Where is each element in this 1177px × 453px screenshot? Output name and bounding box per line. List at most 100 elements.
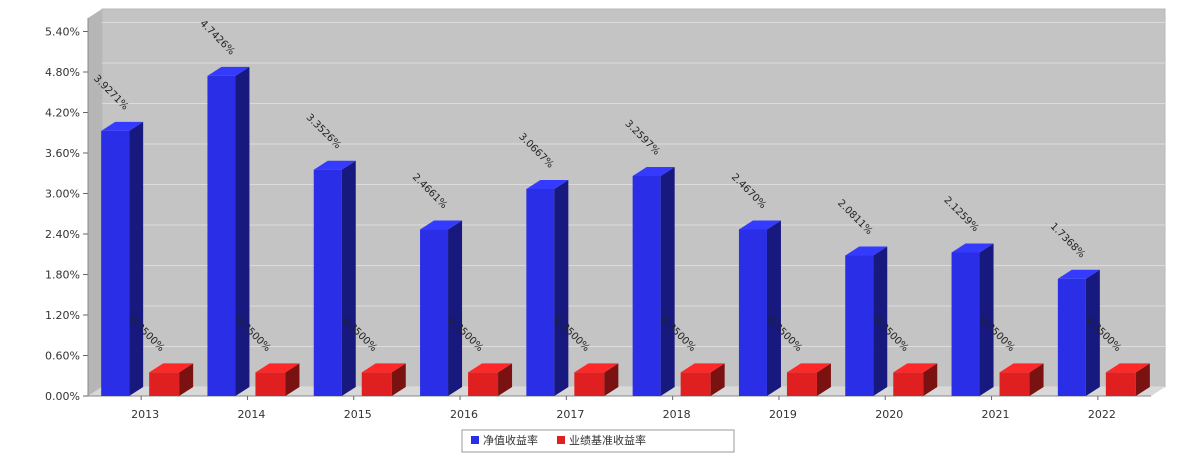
bar-top xyxy=(574,363,619,373)
bar-side xyxy=(816,363,831,396)
bar-side xyxy=(923,363,938,396)
bar-benchmark-return xyxy=(149,363,194,396)
bar-front xyxy=(361,372,392,396)
bar-front xyxy=(101,130,130,396)
y-tick-label: 3.00% xyxy=(45,188,80,201)
bar-nav-return xyxy=(738,220,781,396)
bar-side xyxy=(391,363,406,396)
y-tick-label: 2.40% xyxy=(45,228,80,241)
bar-front xyxy=(680,372,711,396)
bar-top xyxy=(680,363,725,373)
y-tick-label: 4.80% xyxy=(45,66,80,79)
legend-swatch xyxy=(471,436,479,444)
bar-front xyxy=(786,372,817,396)
x-tick-label: 2014 xyxy=(237,408,265,421)
bar-benchmark-return xyxy=(574,363,619,396)
bar-benchmark-return xyxy=(999,363,1044,396)
bar-front xyxy=(893,372,924,396)
bar-top xyxy=(207,66,250,76)
bar-side xyxy=(1135,363,1150,396)
x-tick-label: 2015 xyxy=(344,408,372,421)
bar-top xyxy=(845,246,888,256)
bar-front xyxy=(468,372,499,396)
legend-label: 净值收益率 xyxy=(483,433,538,447)
x-tick-label: 2017 xyxy=(556,408,584,421)
bar-top xyxy=(632,166,675,176)
bar-side xyxy=(660,166,675,396)
bar-side xyxy=(710,363,725,396)
bar-benchmark-return xyxy=(680,363,725,396)
bar-nav-return xyxy=(1057,269,1100,396)
bar-benchmark-return xyxy=(468,363,513,396)
legend-box xyxy=(461,429,735,453)
bar-front xyxy=(255,372,286,396)
bar-front xyxy=(632,175,661,396)
bar-nav-return xyxy=(951,243,994,396)
bar-top xyxy=(149,363,194,373)
bar-top xyxy=(738,220,781,230)
bar-nav-return xyxy=(207,66,250,396)
y-axis: 0.00% 0.60% 1.20% 1.80% 2.40% 3.00% 3.60% 4.20%… xyxy=(45,18,89,403)
bar-side xyxy=(1029,363,1044,396)
bar-front xyxy=(526,188,555,396)
bar-benchmark-return xyxy=(255,363,300,396)
bar-side xyxy=(979,243,994,396)
bar-front xyxy=(738,229,767,396)
legend-swatch xyxy=(557,436,565,444)
legend: 净值收益率 业绩基准收益率 xyxy=(461,429,735,453)
bar-front xyxy=(1057,278,1086,396)
bar-side xyxy=(179,363,194,396)
bar-front xyxy=(951,252,980,396)
bar-benchmark-return xyxy=(361,363,406,396)
y-tick-label: 1.20% xyxy=(45,309,80,322)
bar-side xyxy=(873,246,888,396)
bar-top xyxy=(786,363,831,373)
bar-top xyxy=(951,243,994,253)
bar-side xyxy=(448,220,463,396)
bar-top xyxy=(1057,269,1100,279)
bar-side xyxy=(285,363,300,396)
y-tick-label: 0.60% xyxy=(45,350,80,363)
bar-nav-return xyxy=(420,220,463,396)
bar-side xyxy=(235,66,250,396)
bar-benchmark-return xyxy=(1105,363,1150,396)
bar-side xyxy=(1085,269,1100,396)
plot-side-wall xyxy=(88,9,102,396)
y-tick-label: 1.80% xyxy=(45,269,80,282)
y-tick-label: 5.40% xyxy=(45,26,80,39)
bar-top xyxy=(255,363,300,373)
bar-top xyxy=(420,220,463,230)
y-tick-label: 4.20% xyxy=(45,107,80,120)
bar-front xyxy=(149,372,180,396)
x-tick-label: 2022 xyxy=(1088,408,1116,421)
bar-side xyxy=(341,160,356,396)
bar-side xyxy=(498,363,513,396)
bar-nav-return xyxy=(845,246,888,396)
bar-top xyxy=(361,363,406,373)
x-tick-label: 2020 xyxy=(875,408,903,421)
bar-top xyxy=(1105,363,1150,373)
bar-front xyxy=(999,372,1030,396)
bars xyxy=(101,66,1150,397)
bar-top xyxy=(468,363,513,373)
bar-side xyxy=(129,121,144,397)
bar-benchmark-return xyxy=(893,363,938,396)
bar-side xyxy=(766,220,781,396)
bar-front xyxy=(1105,372,1136,396)
y-tick-label: 3.60% xyxy=(45,147,80,160)
bar-top xyxy=(101,121,144,131)
legend-label: 业绩基准收益率 xyxy=(569,433,646,447)
x-tick-label: 2013 xyxy=(131,408,159,421)
bar-nav-return xyxy=(101,121,144,397)
x-tick-label: 2021 xyxy=(982,408,1010,421)
bar-front xyxy=(574,372,605,396)
bar-side xyxy=(554,179,569,396)
bar-front xyxy=(845,255,874,396)
bar-top xyxy=(999,363,1044,373)
x-axis: 2013 2014 2015 2016 2017 2018 2019 2020 2021 2022 xyxy=(88,395,1151,421)
bar-nav-return xyxy=(632,166,675,396)
bar-front xyxy=(207,75,236,396)
bar-nav-return xyxy=(526,179,569,396)
x-tick-label: 2016 xyxy=(450,408,478,421)
